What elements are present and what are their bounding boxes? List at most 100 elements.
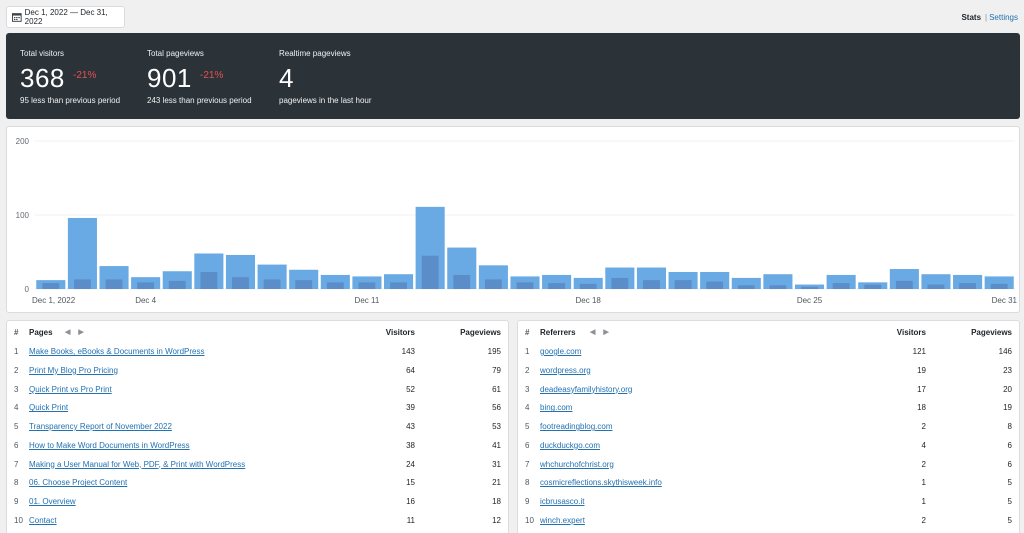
visitors-bar[interactable] [168, 280, 186, 289]
referrers-num-header: # [525, 328, 530, 337]
pageviews-cell: 53 [492, 422, 501, 431]
visitors-bar[interactable] [73, 279, 91, 289]
visitors-bar[interactable] [674, 280, 692, 289]
visitors-cell: 2 [921, 459, 926, 469]
x-tick-label: Dec 4 [135, 296, 156, 305]
table-row: 8 06. Choose Project Content 15 21 [7, 474, 508, 493]
summary-panel: Total visitors 368 -21% 95 less than pre… [6, 33, 1020, 119]
visitors-cell: 143 [401, 347, 415, 356]
visitors-bar[interactable] [927, 284, 945, 289]
page-link[interactable]: Transparency Report of November 2022 [29, 422, 172, 431]
visitors-bar[interactable] [263, 279, 281, 289]
referrer-link[interactable]: deadeasyfamilyhistory.org [540, 384, 633, 394]
visitors-bar[interactable] [706, 281, 724, 289]
pageviews-bar[interactable] [731, 277, 761, 289]
visitors-cell: 4 [921, 440, 926, 450]
visitors-bar[interactable] [200, 271, 218, 289]
settings-link[interactable]: Settings [989, 13, 1018, 22]
visitors-bar[interactable] [959, 283, 977, 289]
visitors-cell: 1 [921, 478, 926, 488]
visitors-bar[interactable] [421, 255, 439, 289]
table-row: 1 google.com 121 146 [518, 343, 1019, 362]
visitors-bar[interactable] [42, 283, 60, 289]
referrer-link[interactable]: cosmicreflections.skythisweek.info [540, 478, 662, 488]
referrer-link[interactable]: bing.com [540, 403, 573, 413]
visitors-bar[interactable] [611, 277, 629, 289]
next-arrow-icon[interactable]: ▶ [603, 329, 617, 336]
pages-num-header: # [14, 328, 19, 337]
visitors-bar[interactable] [548, 283, 566, 289]
realtime-pageviews-sub: pageviews in the last hour [279, 96, 372, 105]
pageviews-cell: 146 [998, 347, 1012, 356]
pageviews-cell: 6 [1007, 440, 1012, 450]
pages-name-header: Pages [29, 328, 53, 337]
prev-arrow-icon[interactable]: ◀ [590, 329, 604, 336]
table-row: 5 Transparency Report of November 2022 43 5… [7, 418, 508, 437]
stats-link[interactable]: Stats [961, 13, 982, 22]
visitors-bar[interactable] [516, 282, 534, 289]
date-range-label: Dec 1, 2022 — Dec 31, 2022 [24, 8, 108, 26]
referrer-link[interactable]: duckduckgo.com [540, 440, 601, 450]
referrer-link[interactable]: whchurchofchrist.org [540, 459, 614, 469]
visitors-bar[interactable] [137, 282, 155, 289]
page-link[interactable]: Quick Print vs Pro Print [29, 384, 112, 394]
pageviews-cell: 5 [1007, 478, 1012, 488]
visitors-bar[interactable] [358, 282, 376, 289]
referrer-link[interactable]: google.com [540, 347, 582, 356]
visitors-bar[interactable] [579, 283, 597, 289]
row-number: 1 [525, 347, 530, 356]
referrer-link[interactable]: icbrusasco.it [540, 497, 585, 506]
visitors-bar[interactable] [326, 282, 344, 289]
pageviews-cell: 195 [487, 347, 501, 356]
page-link[interactable]: How to Make Word Documents in WordPress [29, 440, 190, 450]
row-number: 2 [14, 365, 19, 375]
date-range-picker[interactable]: Dec 1, 2022 — Dec 31, 2022 [6, 6, 125, 28]
visitors-bar[interactable] [864, 284, 882, 289]
referrer-link[interactable]: winch.expert [540, 515, 585, 525]
row-number: 10 [14, 515, 23, 525]
table-row: 6 duckduckgo.com 4 6 [518, 437, 1019, 456]
total-visitors-label: Total visitors [20, 49, 65, 58]
visitors-bar[interactable] [832, 283, 850, 289]
total-pageviews-sub: 243 less than previous period [147, 96, 252, 105]
referrer-link[interactable]: footreadingblog.com [540, 422, 613, 431]
visitors-bar[interactable] [990, 283, 1008, 289]
page-link[interactable]: Quick Print [29, 403, 69, 413]
visitors-bar[interactable] [105, 279, 123, 289]
pages-table-header: # Pages ◀▶ Visitors Pageviews [7, 321, 508, 341]
x-tick-label: Dec 25 [797, 296, 823, 305]
next-arrow-icon[interactable]: ▶ [78, 329, 92, 336]
visitors-bar[interactable] [737, 285, 755, 289]
pageviews-bar[interactable] [763, 274, 793, 289]
visitors-bar[interactable] [801, 286, 818, 289]
referrers-pagination: ◀▶ [590, 328, 617, 336]
table-row: 9 01. Overview 16 18 [7, 493, 508, 512]
row-number: 6 [525, 440, 530, 450]
page-link[interactable]: Make Books, eBooks & Documents in WordPr… [29, 347, 205, 356]
page-link[interactable]: Print My Blog Pro Pricing [29, 365, 118, 375]
pageviews-cell: 23 [1003, 365, 1012, 375]
visitors-bar[interactable] [390, 282, 407, 289]
referrers-visitors-header: Visitors [896, 328, 926, 337]
visitors-bar[interactable] [295, 280, 313, 289]
visitors-bar[interactable] [643, 280, 660, 289]
visitors-cell: 43 [406, 422, 415, 431]
visitors-cell: 18 [917, 403, 926, 413]
visitors-bar[interactable] [232, 277, 249, 289]
visitors-bar[interactable] [453, 274, 471, 289]
visitors-bar[interactable] [895, 280, 913, 289]
prev-arrow-icon[interactable]: ◀ [65, 329, 79, 336]
referrer-link[interactable]: wordpress.org [540, 365, 591, 375]
referrers-table: # Referrers ◀▶ Visitors Pageviews 1 googl… [517, 320, 1020, 533]
page-link[interactable]: 01. Overview [29, 497, 76, 506]
visitors-bar[interactable] [484, 279, 502, 289]
pageviews-bar[interactable] [573, 277, 603, 289]
page-link[interactable]: 06. Choose Project Content [29, 478, 128, 488]
row-number: 6 [14, 440, 19, 450]
page-link[interactable]: Making a User Manual for Web, PDF, & Pri… [29, 459, 246, 469]
visitors-bar[interactable] [769, 285, 787, 289]
chart-svg: 0 100 200 Dec 1, 2022 Dec 4 Dec 11 Dec 18 Dec 2… [16, 137, 1018, 305]
y-tick-label: 0 [25, 285, 30, 294]
page-link[interactable]: Contact [29, 515, 57, 525]
pageviews-bar[interactable] [67, 217, 97, 289]
